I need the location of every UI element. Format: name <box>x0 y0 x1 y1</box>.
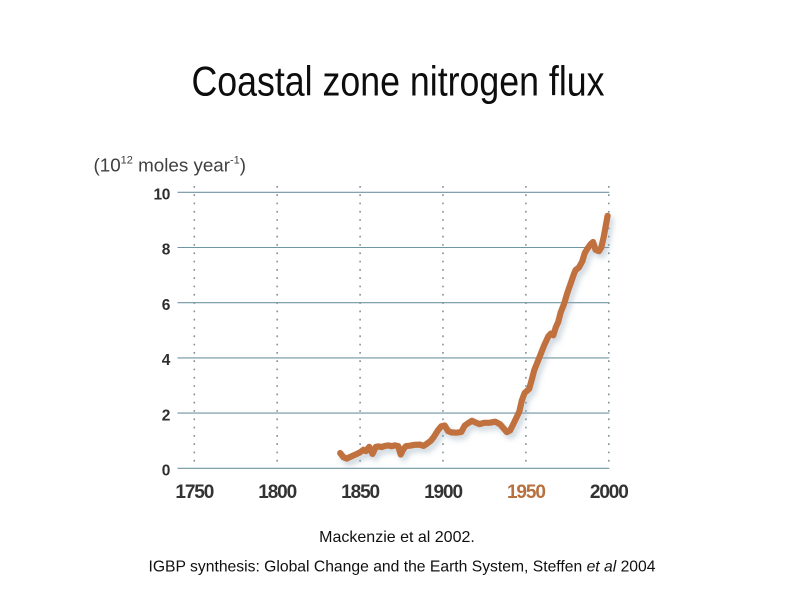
svg-text:IGBP synthesis: Global Change: IGBP synthesis: Global Change and the Ea… <box>149 559 656 576</box>
svg-text:1950: 1950 <box>507 482 545 503</box>
svg-text:Mackenzie et al 2002.: Mackenzie et al 2002. <box>319 529 475 546</box>
svg-text:1800: 1800 <box>258 482 296 503</box>
svg-text:8: 8 <box>162 242 171 259</box>
svg-text:0: 0 <box>162 463 170 480</box>
svg-text:1900: 1900 <box>424 482 462 503</box>
svg-text:1750: 1750 <box>175 482 213 503</box>
svg-text:10: 10 <box>154 187 170 204</box>
svg-text:2000: 2000 <box>590 482 628 503</box>
svg-text:6: 6 <box>162 297 171 314</box>
svg-text:2: 2 <box>162 407 170 424</box>
svg-text:(1012 moles year-1): (1012 moles year-1) <box>94 155 247 176</box>
svg-text:4: 4 <box>162 352 171 369</box>
svg-text:Coastal zone nitrogen flux: Coastal zone nitrogen flux <box>192 58 605 105</box>
svg-text:1850: 1850 <box>341 482 379 503</box>
